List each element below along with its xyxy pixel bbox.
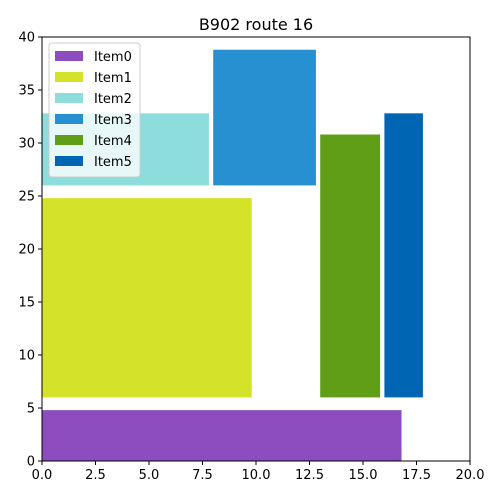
legend-swatch-item2 bbox=[55, 93, 83, 103]
legend-label-item4: Item4 bbox=[94, 134, 132, 149]
chart-title: B902 route 16 bbox=[199, 15, 313, 34]
rect-item4 bbox=[320, 134, 381, 398]
legend-swatch-item5 bbox=[55, 156, 83, 166]
x-tick-label: 5.0 bbox=[139, 468, 160, 483]
legend-swatch-item4 bbox=[55, 135, 83, 145]
plot-frame bbox=[41, 36, 471, 462]
legend-swatch-item1 bbox=[55, 72, 83, 82]
y-axis-ticks: 0 5 10 15 20 25 30 35 40 bbox=[18, 31, 42, 470]
y-tick-label: 15 bbox=[18, 296, 35, 311]
y-tick-label: 25 bbox=[18, 190, 35, 205]
x-tick-label: 12.5 bbox=[295, 468, 324, 483]
x-axis-ticks: 0.0 2.5 5.0 7.5 10.0 12.5 15.0 17.5 20.0 bbox=[32, 461, 485, 483]
x-tick-label: 10.0 bbox=[242, 468, 271, 483]
legend-label-item3: Item3 bbox=[94, 113, 132, 128]
y-tick-label: 0 bbox=[27, 455, 35, 470]
x-tick-label: 15.0 bbox=[349, 468, 378, 483]
legend-label-item0: Item0 bbox=[94, 50, 132, 65]
x-tick-label: 17.5 bbox=[402, 468, 431, 483]
legend-label-item1: Item1 bbox=[94, 71, 132, 86]
plot-rectangles bbox=[42, 49, 423, 461]
rect-item0 bbox=[42, 410, 402, 461]
legend-swatch-item0 bbox=[55, 51, 83, 61]
rect-item5 bbox=[384, 113, 423, 398]
y-tick-label: 5 bbox=[27, 402, 35, 417]
x-tick-label: 20.0 bbox=[456, 468, 485, 483]
x-tick-label: 0.0 bbox=[32, 468, 53, 483]
rect-item1 bbox=[42, 198, 252, 398]
x-tick-label: 2.5 bbox=[85, 468, 106, 483]
rect-item3 bbox=[213, 49, 316, 186]
y-tick-label: 40 bbox=[18, 31, 35, 46]
legend-swatch-item3 bbox=[55, 114, 83, 124]
y-tick-label: 20 bbox=[18, 243, 35, 258]
x-tick-label: 7.5 bbox=[192, 468, 213, 483]
y-tick-label: 35 bbox=[18, 84, 35, 99]
y-tick-label: 30 bbox=[18, 137, 35, 152]
legend-label-item5: Item5 bbox=[94, 155, 132, 170]
legend: Item0 Item1 Item2 Item3 Item4 Item5 bbox=[48, 42, 141, 178]
y-tick-label: 10 bbox=[18, 349, 35, 364]
legend-label-item2: Item2 bbox=[94, 92, 132, 107]
